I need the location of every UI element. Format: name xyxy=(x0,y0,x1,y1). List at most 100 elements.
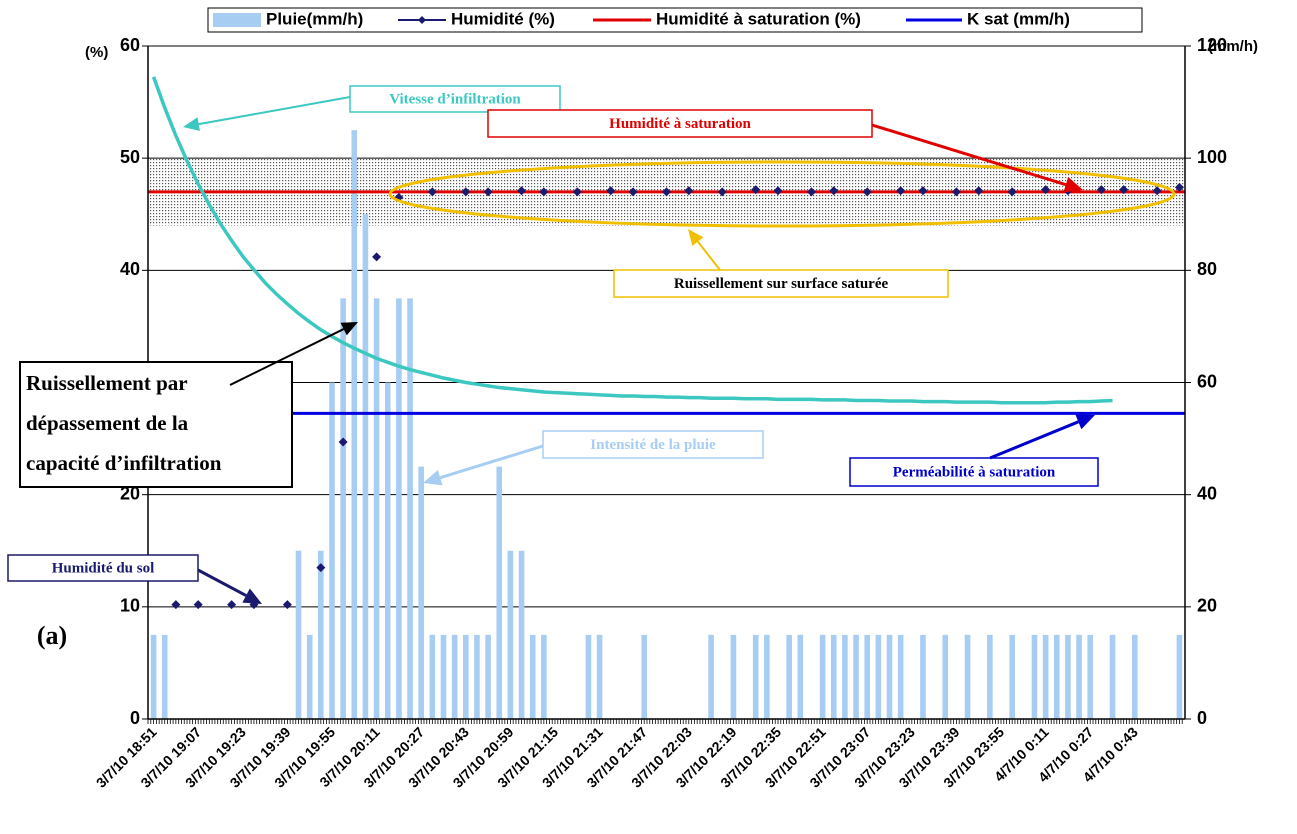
rain-bar xyxy=(942,634,949,719)
annotation-text: Ruissellement par xyxy=(26,371,188,395)
rain-bar xyxy=(1065,634,1071,719)
humidity-marker xyxy=(773,186,783,196)
rain-bar xyxy=(764,634,770,719)
rain-bar xyxy=(897,634,904,719)
legend-label: Humidité (%) xyxy=(451,9,555,28)
annotation-text: Humidité du sol xyxy=(52,560,155,576)
rain-bar xyxy=(529,634,536,719)
rain-bar xyxy=(462,634,469,719)
rain-bar xyxy=(1132,634,1138,719)
humidity-marker xyxy=(483,187,493,197)
humidity-marker xyxy=(372,252,382,262)
humidity-marker xyxy=(806,187,816,197)
rain-bar xyxy=(853,634,859,719)
humidity-marker xyxy=(1152,186,1162,196)
y-tick-label: 10 xyxy=(120,596,140,616)
legend-swatch xyxy=(418,16,426,24)
y2-tick-label: 40 xyxy=(1197,483,1217,503)
rain-bar xyxy=(1031,634,1038,719)
rain-bar xyxy=(429,634,436,719)
humidity-marker xyxy=(717,187,727,197)
annotation-box xyxy=(7,554,199,582)
rain-bar xyxy=(474,634,480,719)
saturation-ellipse xyxy=(388,160,1176,228)
rain-bar xyxy=(362,214,369,719)
rain-bar xyxy=(1009,634,1015,719)
humidity-marker xyxy=(171,600,181,610)
rain-bar xyxy=(496,466,503,719)
annotation-arrow xyxy=(197,568,247,597)
rain-bar xyxy=(329,382,335,719)
rain-bar xyxy=(786,634,792,719)
rain-bar xyxy=(407,298,413,719)
humidity-marker xyxy=(896,186,906,196)
y-tick-label: 50 xyxy=(120,147,140,167)
y2-tick-label: 80 xyxy=(1197,259,1217,279)
humidity-marker xyxy=(282,600,292,610)
rain-bar xyxy=(150,634,157,719)
annotation-arrowhead xyxy=(688,229,704,246)
rain-bar xyxy=(1076,634,1082,719)
rain-bar xyxy=(1109,634,1116,719)
annotation-arrowhead xyxy=(1075,414,1095,430)
annotation-text: Humidité à saturation xyxy=(609,116,751,132)
y-axis-unit: (%) xyxy=(85,44,108,61)
annotation-text: capacité d’infiltration xyxy=(26,451,222,475)
legend-label: Humidité à saturation (%) xyxy=(656,9,861,28)
annotation-arrow xyxy=(989,420,1079,460)
y2-tick-label: 120 xyxy=(1197,35,1227,55)
humidity-marker xyxy=(572,187,582,197)
humidity-marker xyxy=(862,187,872,197)
annotation-arrow xyxy=(871,123,1067,187)
rain-bar xyxy=(864,634,871,719)
annotation-box xyxy=(349,85,561,113)
rain-bar xyxy=(318,550,324,719)
rain-bar xyxy=(541,634,547,719)
y-tick-label: 60 xyxy=(120,35,140,55)
rain-bar xyxy=(161,634,168,719)
rain-bar xyxy=(730,634,737,719)
humidity-marker xyxy=(1041,185,1051,195)
rain-bar xyxy=(708,634,714,719)
humidity-marker xyxy=(829,186,839,196)
annotation-text: Ruissellement sur surface saturée xyxy=(674,276,889,292)
annotation-arrow xyxy=(697,240,721,271)
humidity-marker xyxy=(1119,185,1129,195)
annotation-box xyxy=(542,430,764,459)
rain-bar xyxy=(752,634,759,719)
humidity-marker xyxy=(751,185,761,195)
rain-bar xyxy=(340,298,346,719)
rain-bar xyxy=(351,130,358,719)
annotation-box xyxy=(613,269,949,298)
humidity-marker xyxy=(628,187,638,197)
rain-bar xyxy=(1087,634,1094,719)
humidity-marker xyxy=(662,187,671,197)
rain-bar xyxy=(1176,634,1183,719)
legend-swatch xyxy=(213,13,261,27)
annotation-arrowhead xyxy=(242,588,262,604)
y-tick-label: 0 xyxy=(130,708,140,728)
annotation-box xyxy=(849,457,1099,487)
humidity-marker xyxy=(951,187,961,197)
humidity-marker xyxy=(316,563,326,573)
rain-bar xyxy=(920,634,926,719)
rain-bar xyxy=(830,634,837,719)
rain-bar xyxy=(384,382,391,719)
humidity-marker xyxy=(517,186,527,196)
legend-label: K sat (mm/h) xyxy=(967,9,1070,28)
rain-bar xyxy=(797,634,804,719)
annotation-text: Intensité de la pluie xyxy=(590,437,716,453)
y-tick-label: 40 xyxy=(120,259,140,279)
rain-bar xyxy=(306,634,313,719)
annotation-box xyxy=(487,109,873,138)
humidity-marker xyxy=(974,186,984,196)
panel-label: (a) xyxy=(37,621,67,650)
rain-bar xyxy=(819,634,826,719)
annotation-arrowhead xyxy=(340,322,358,336)
annotation-box xyxy=(19,361,293,488)
humidity-marker xyxy=(1007,187,1017,197)
humidity-marker xyxy=(1096,185,1106,195)
annotation-text: dépassement de la xyxy=(26,411,189,435)
humidity-marker xyxy=(193,600,203,610)
rain-bar xyxy=(641,634,647,719)
